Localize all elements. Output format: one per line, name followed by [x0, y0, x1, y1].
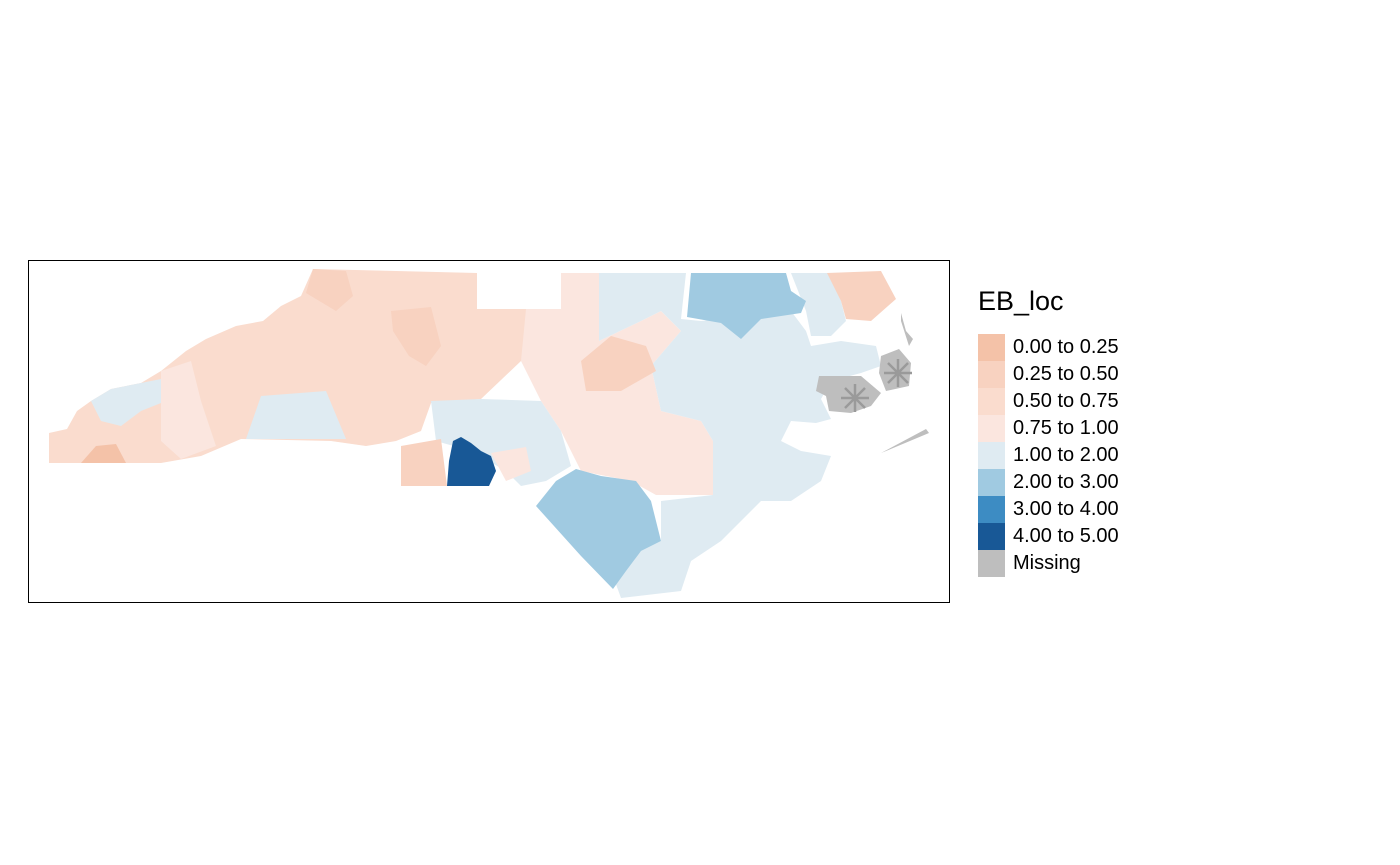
region-patch-e	[81, 444, 126, 463]
legend-swatch	[978, 361, 1005, 388]
legend-item: 3.00 to 4.00	[978, 496, 1119, 523]
legend-swatch	[978, 469, 1005, 496]
region-patch-d	[401, 439, 447, 486]
legend-item: 4.00 to 5.00	[978, 523, 1119, 550]
region-patch-a	[306, 269, 353, 311]
region-east	[599, 273, 881, 598]
legend-label: Missing	[1013, 552, 1081, 574]
legend-label: 0.50 to 0.75	[1013, 390, 1119, 412]
legend-title: EB_loc	[978, 286, 1064, 316]
legend-swatch	[978, 334, 1005, 361]
legend-label: 0.75 to 1.00	[1013, 417, 1119, 439]
region-patch-g	[161, 361, 216, 459]
legend-items: 0.00 to 0.25 0.25 to 0.50 0.50 to 0.75 0.75…	[978, 334, 1119, 577]
legend-item: 0.00 to 0.25	[978, 334, 1119, 361]
legend-swatch	[978, 388, 1005, 415]
missing-marker-2	[884, 359, 912, 387]
region-patch-c	[581, 336, 656, 391]
legend-swatch	[978, 415, 1005, 442]
legend-label: 4.00 to 5.00	[1013, 525, 1119, 547]
region-center-blue	[431, 399, 571, 486]
missing-marker-1	[841, 384, 869, 412]
region-patch-b	[391, 307, 441, 366]
legend-item: 0.75 to 1.00	[978, 415, 1119, 442]
legend-item: Missing	[978, 550, 1119, 577]
legend-label: 2.00 to 3.00	[1013, 471, 1119, 493]
legend-label: 0.00 to 0.25	[1013, 336, 1119, 358]
legend-swatch	[978, 550, 1005, 577]
legend-item: 0.25 to 0.50	[978, 361, 1119, 388]
region-patch-h	[491, 447, 531, 481]
region-patch-f	[827, 271, 896, 321]
region-far-west-blue	[91, 379, 166, 426]
legend-item: 0.50 to 0.75	[978, 388, 1119, 415]
choropleth-map	[49, 269, 929, 598]
region-west-blue	[246, 391, 346, 439]
legend-label: 0.25 to 0.50	[1013, 363, 1119, 385]
legend-item: 2.00 to 3.00	[978, 469, 1119, 496]
region-highest	[447, 437, 496, 486]
map-panel	[28, 260, 950, 603]
region-missing-west	[816, 376, 881, 413]
region-north-high	[687, 273, 806, 339]
legend-swatch	[978, 523, 1005, 550]
legend-swatch	[978, 496, 1005, 523]
legend-label: 3.00 to 4.00	[1013, 498, 1119, 520]
legend-swatch	[978, 442, 1005, 469]
region-southeast-high	[536, 469, 661, 589]
legend-label: 1.00 to 2.00	[1013, 444, 1119, 466]
map-legend: EB_loc 0.00 to 0.25 0.25 to 0.50 0.50 to 0…	[978, 283, 1119, 577]
legend-item: 1.00 to 2.00	[978, 442, 1119, 469]
region-northeast	[791, 273, 846, 336]
